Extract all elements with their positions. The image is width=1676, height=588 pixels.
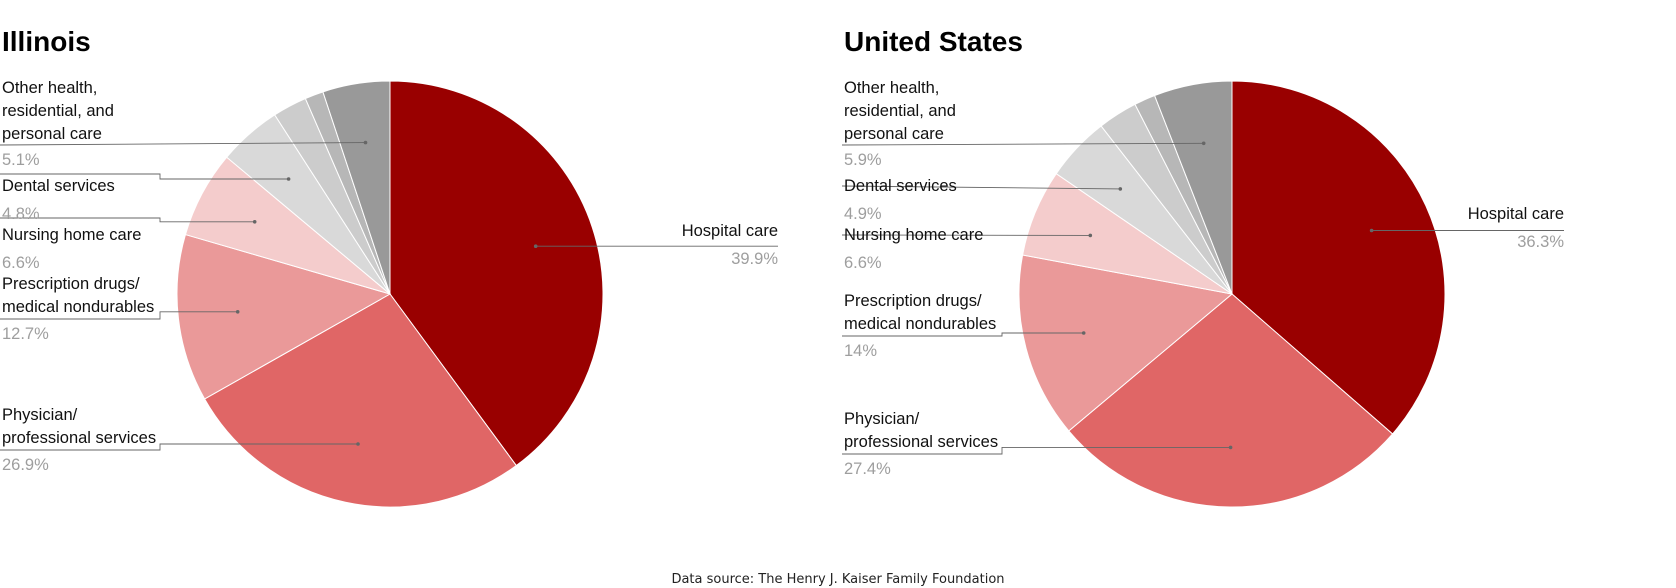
- leader-line: [842, 446, 1231, 455]
- pie-slice: [1231, 80, 1446, 435]
- leader-line: [841, 185, 1121, 190]
- slice-value-label: 4.8%: [2, 205, 40, 223]
- pie-slice: [322, 80, 391, 295]
- pie-chart-svg: [0, 80, 778, 508]
- leader-line: [0, 173, 289, 180]
- slice-value-label: 36.3%: [1517, 233, 1564, 251]
- slice-value-label: 26.9%: [2, 456, 49, 474]
- pie-slice: [389, 80, 604, 467]
- slice-value-label: 6.6%: [844, 254, 882, 272]
- pie-slice: [1018, 254, 1234, 432]
- pie-slice: [176, 233, 392, 400]
- slice-label: Prescription drugs/ medical nondurables: [844, 292, 997, 333]
- leader-dot: [286, 177, 291, 181]
- leader-line: [0, 217, 255, 223]
- leader-dot: [356, 442, 360, 446]
- leader-line: [0, 443, 358, 451]
- slice-value-label: 39.9%: [731, 250, 778, 268]
- slice-label: Dental services: [844, 177, 957, 195]
- pie-slice: [1153, 80, 1233, 295]
- leader-dot: [1228, 445, 1233, 450]
- leader-dot: [533, 244, 538, 248]
- chart-title: United States: [844, 26, 1023, 57]
- leader-dot: [1369, 228, 1374, 233]
- slice-value-label: 14%: [844, 342, 878, 360]
- leader-dot: [252, 220, 257, 224]
- pie-slice: [1068, 293, 1394, 508]
- slice-label: Other health, residential, and personal …: [2, 79, 114, 143]
- slice-value-label: 5.1%: [2, 151, 40, 169]
- slice-label: Dental services: [2, 177, 115, 195]
- data-source-note: Data source: The Henry J. Kaiser Family …: [671, 572, 1005, 587]
- slice-label: Physician/ professional services: [844, 410, 999, 451]
- pie-chart-svg: [841, 80, 1564, 508]
- pie-slice: [203, 293, 517, 508]
- slice-label: Other health, residential, and personal …: [844, 79, 956, 143]
- slice-value-label: 4.9%: [844, 205, 882, 223]
- chart-title: Illinois: [2, 26, 91, 57]
- leader-line: [841, 142, 1204, 146]
- slice-value-label: 12.7%: [2, 325, 49, 343]
- leader-dot: [363, 140, 368, 145]
- slice-value-label: 5.9%: [844, 151, 882, 169]
- chart-united-states: United States Hospital care 36.3% Physicia…: [841, 0, 1676, 560]
- slice-label: Hospital care: [1467, 205, 1564, 223]
- leader-dot: [235, 310, 240, 314]
- slice-label: Nursing home care: [2, 226, 142, 244]
- slice-value-label: 6.6%: [2, 254, 40, 272]
- leader-line: [0, 311, 238, 320]
- chart-illinois: Illinois Hospital care 39.9% Physician/ pr…: [0, 0, 838, 560]
- leader-line: [842, 332, 1084, 337]
- leader-dot: [1081, 331, 1086, 335]
- slice-label: Physician/ professional services: [2, 406, 157, 447]
- slice-value-label: 27.4%: [844, 460, 891, 478]
- slice-label: Nursing home care: [844, 226, 984, 244]
- leader-dot: [1201, 141, 1206, 146]
- leader-dot: [1088, 233, 1093, 238]
- slice-label: Hospital care: [681, 222, 778, 240]
- slice-label: Prescription drugs/ medical nondurables: [2, 275, 155, 316]
- leader-dot: [1118, 187, 1123, 191]
- leader-line: [0, 142, 366, 146]
